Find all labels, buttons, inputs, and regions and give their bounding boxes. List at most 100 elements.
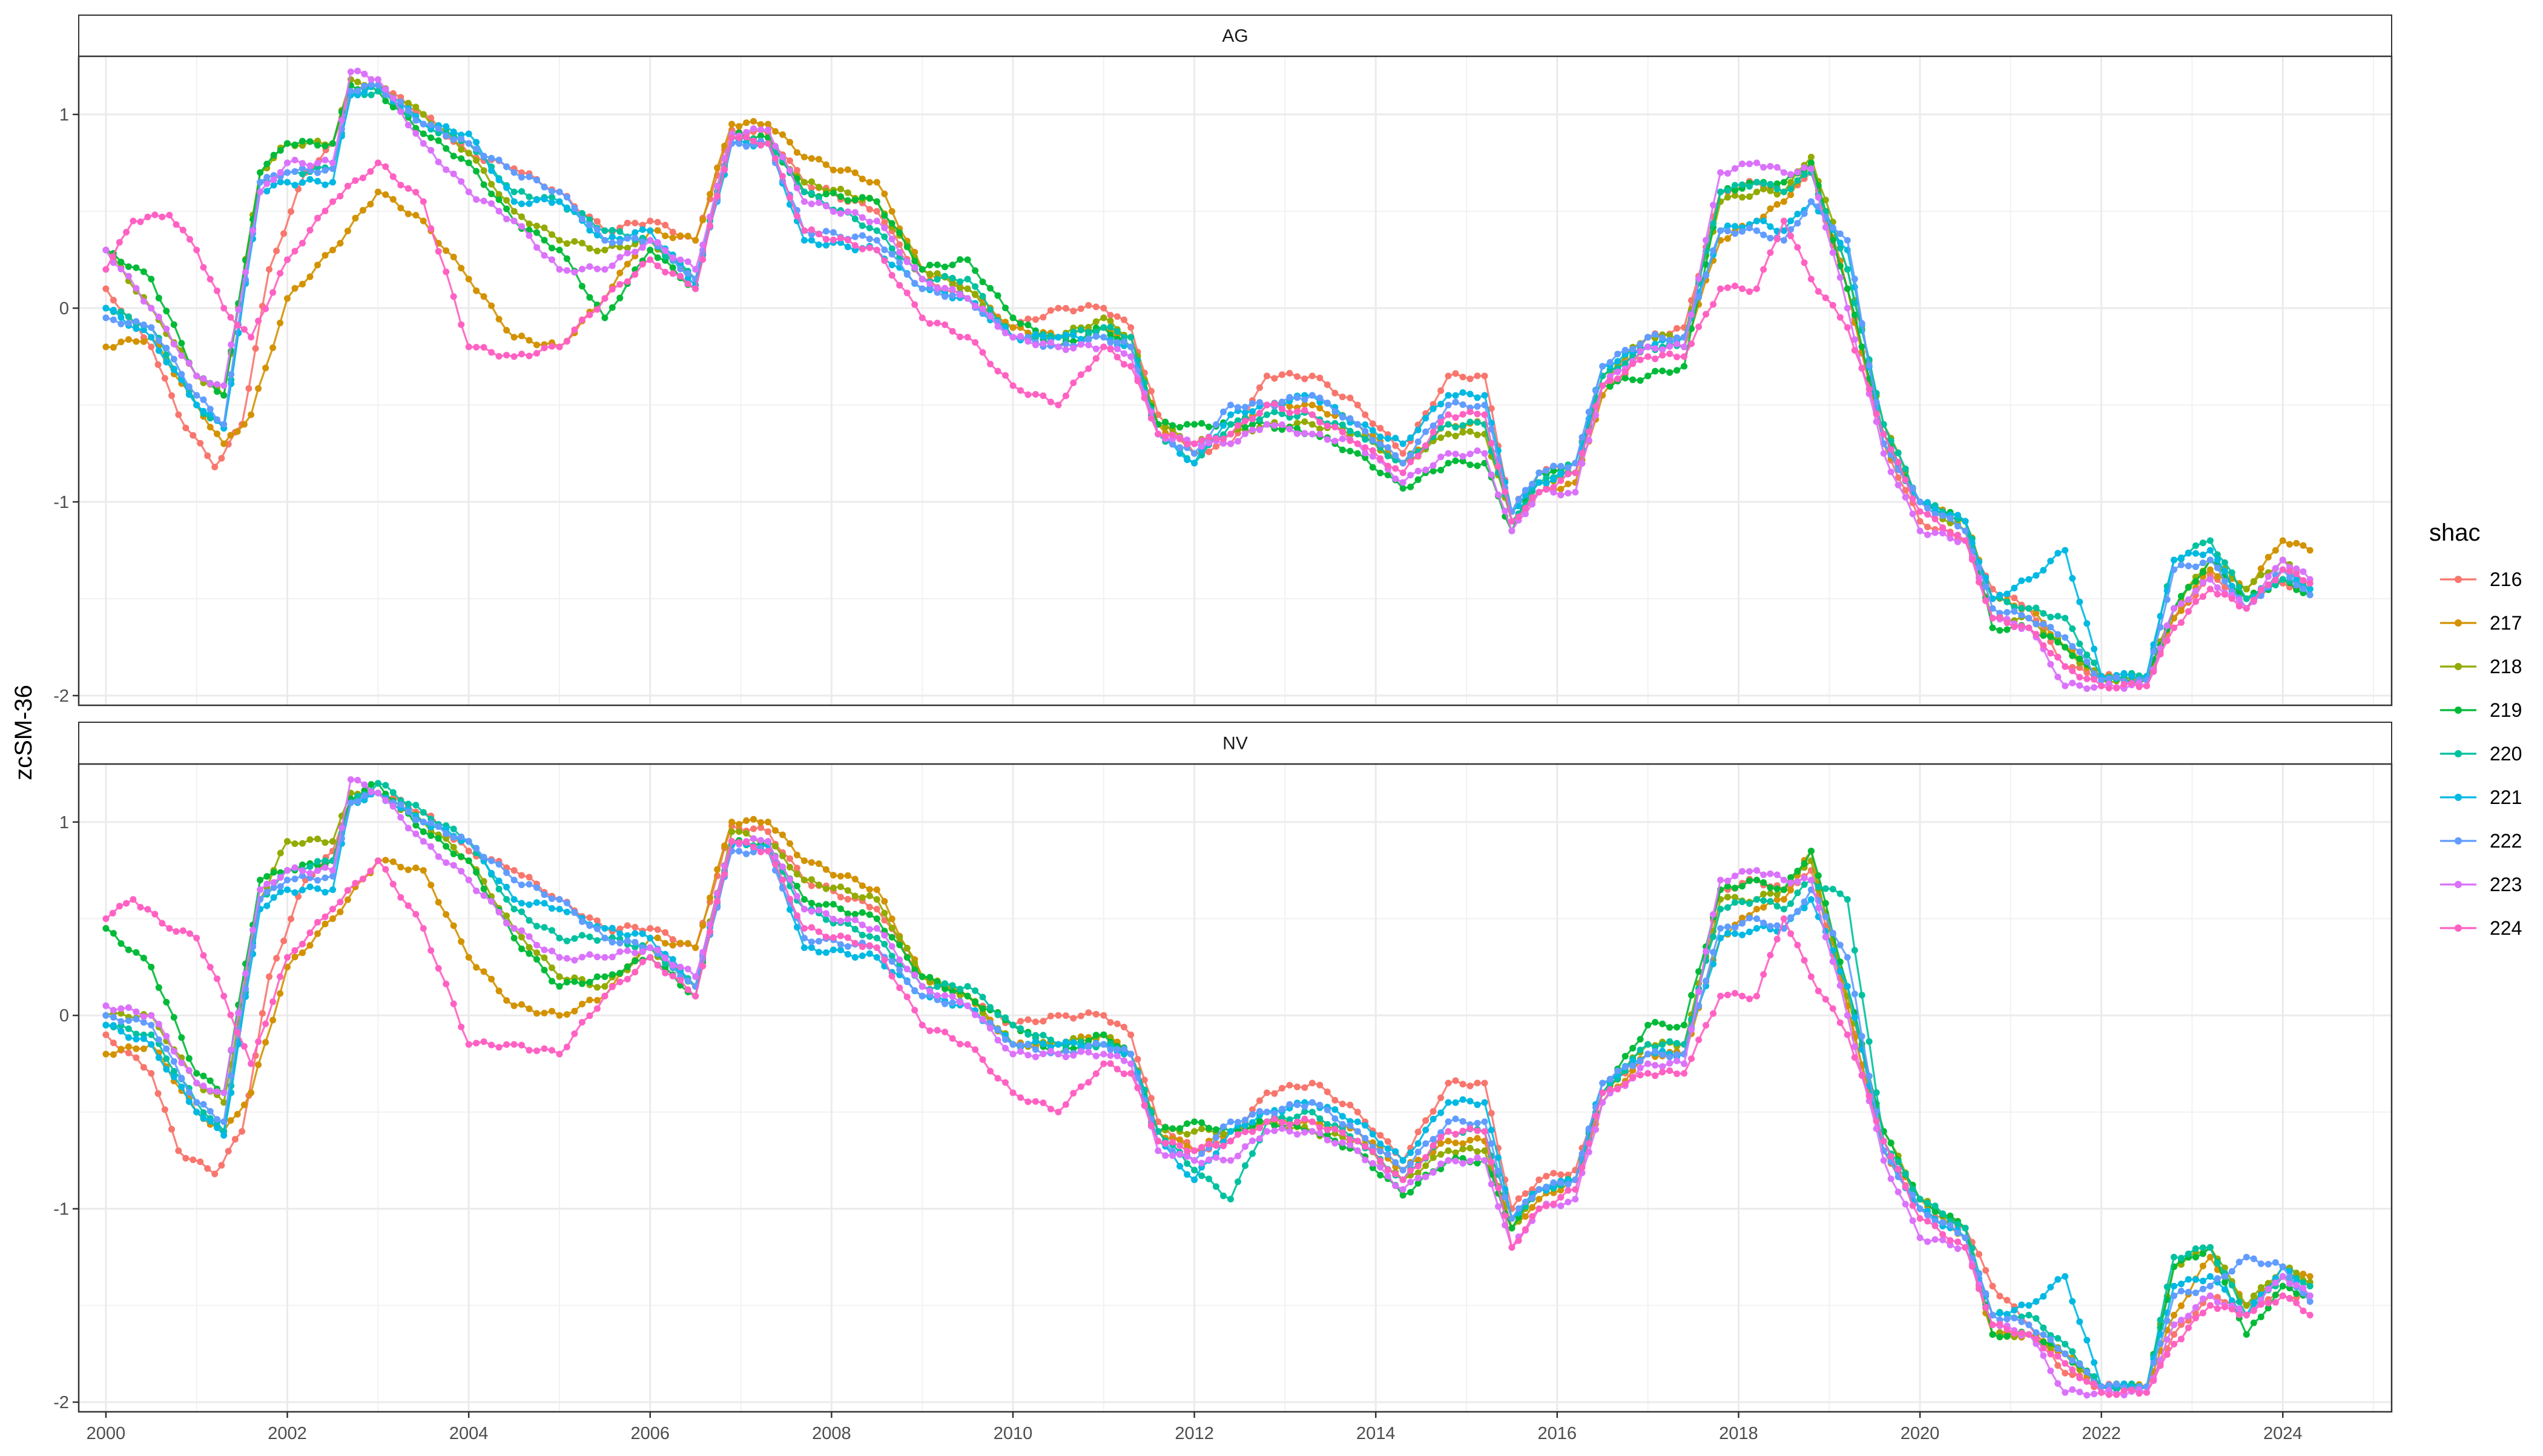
data-point [1227, 1128, 1234, 1135]
data-point [511, 199, 518, 205]
data-point [420, 218, 427, 225]
data-point [1753, 877, 1760, 883]
data-point [102, 1012, 109, 1019]
data-point [881, 191, 888, 197]
data-point [624, 278, 631, 285]
data-point [1666, 369, 1673, 376]
data-point [1024, 315, 1031, 322]
data-point [1637, 1036, 1644, 1043]
data-point [1674, 367, 1680, 374]
data-point [1753, 189, 1760, 196]
data-point [1482, 373, 1488, 380]
data-point [1047, 1036, 1054, 1043]
data-point [345, 228, 351, 234]
data-point [329, 886, 336, 893]
data-point [125, 1026, 132, 1032]
data-point [322, 865, 329, 871]
data-point [987, 313, 994, 320]
data-point [1674, 334, 1680, 341]
data-point [934, 285, 941, 292]
data-point [2251, 1256, 2257, 1262]
data-point [1198, 1173, 1205, 1179]
data-point [277, 270, 283, 277]
data-point [1767, 890, 1773, 897]
data-point [2178, 619, 2185, 626]
data-point [2214, 564, 2221, 571]
data-point [594, 926, 601, 932]
data-point [1781, 189, 1787, 196]
data-point [1309, 431, 1316, 438]
data-point [1482, 1147, 1488, 1154]
data-point [307, 942, 314, 949]
data-point [1794, 868, 1801, 874]
data-point [874, 247, 880, 254]
data-point [1301, 1084, 1308, 1091]
data-point [1550, 484, 1557, 490]
data-point [1837, 274, 1844, 281]
data-point [292, 142, 298, 148]
data-point [1085, 366, 1092, 372]
data-point [2207, 557, 2214, 564]
data-point [1242, 418, 1248, 424]
data-point [299, 949, 306, 956]
data-point [1107, 312, 1114, 318]
data-point [329, 165, 336, 172]
data-point [435, 248, 442, 255]
data-point [299, 281, 306, 288]
data-point [779, 173, 786, 180]
data-point [361, 792, 368, 799]
data-point [919, 286, 926, 292]
data-point [1227, 421, 1234, 428]
data-point [1415, 1140, 1422, 1147]
data-point [1989, 625, 1996, 631]
data-point [329, 140, 336, 147]
data-point [911, 258, 918, 265]
data-point [2076, 674, 2083, 680]
data-point [624, 261, 631, 268]
data-point [541, 252, 548, 259]
data-point [1753, 286, 1760, 292]
data-point [586, 923, 593, 929]
data-point [1815, 288, 1822, 295]
data-point [218, 1162, 225, 1168]
data-point [692, 237, 699, 244]
data-point [533, 956, 540, 963]
data-point [1227, 1196, 1234, 1202]
data-point [1508, 1215, 1515, 1222]
data-point [1844, 954, 1851, 961]
data-point [200, 1115, 207, 1122]
data-point [1794, 244, 1801, 251]
data-point [1169, 1125, 1176, 1132]
data-point [314, 835, 321, 842]
data-point [1760, 891, 1767, 897]
data-point [830, 947, 837, 954]
data-point [1437, 453, 1444, 460]
data-point [564, 205, 570, 211]
data-point [1100, 315, 1107, 321]
data-point [533, 350, 540, 357]
data-point [904, 954, 911, 961]
data-point [556, 237, 563, 244]
data-point [117, 314, 124, 321]
data-point [1460, 1096, 1466, 1103]
data-point [1629, 377, 1636, 383]
data-point [458, 853, 464, 860]
data-point [1502, 489, 1508, 495]
data-point [859, 883, 866, 889]
data-point [2251, 1293, 2257, 1299]
data-point [1078, 371, 1084, 378]
data-point [348, 68, 354, 75]
data-point [511, 334, 518, 341]
data-point [639, 261, 646, 268]
data-point [594, 997, 601, 1004]
data-point [1767, 249, 1773, 256]
data-point [473, 964, 480, 970]
data-point [1331, 1106, 1338, 1113]
data-point [496, 878, 503, 884]
data-point [1301, 430, 1308, 436]
data-point [227, 1117, 234, 1124]
data-point [252, 345, 259, 352]
data-point [1347, 428, 1353, 435]
data-point [874, 906, 880, 912]
data-point [1787, 217, 1794, 224]
